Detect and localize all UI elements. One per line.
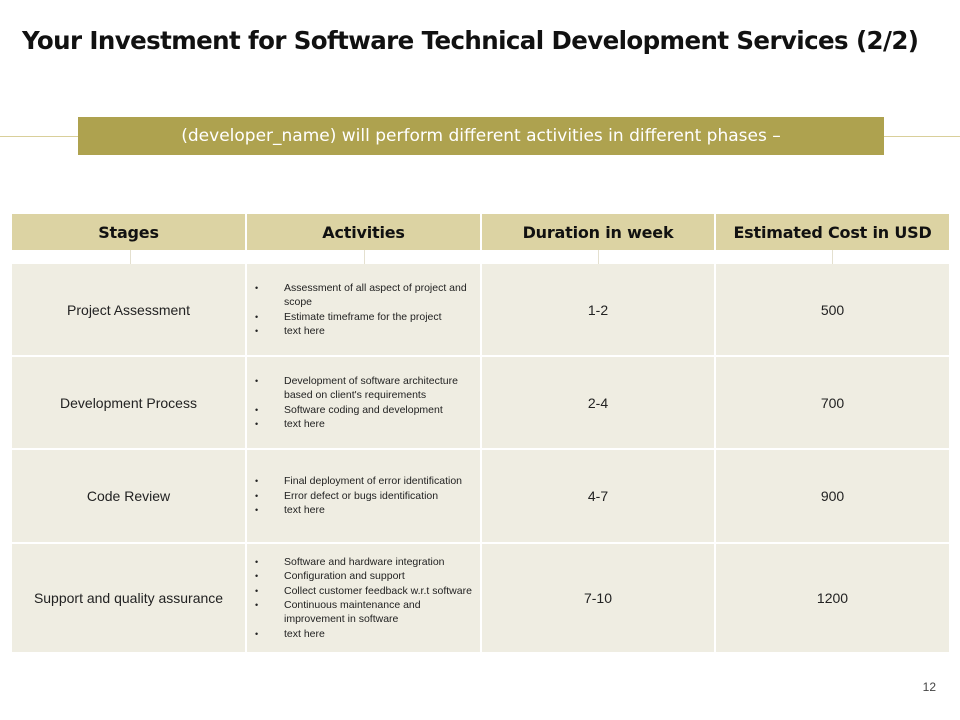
investment-table: Project Assessment Assessment of all asp… — [12, 264, 949, 652]
activities-cell: Final deployment of error identification… — [247, 450, 482, 542]
activity-item: Continuous maintenance and improvement i… — [255, 598, 475, 627]
header-duration: Duration in week — [482, 214, 716, 250]
table-row: Development Process Development of softw… — [12, 357, 949, 450]
activity-item: text here — [255, 627, 475, 642]
stage-cell: Project Assessment — [12, 264, 247, 355]
table-row: Code Review Final deployment of error id… — [12, 450, 949, 544]
activity-item: text here — [255, 417, 475, 432]
activity-item: Error defect or bugs identification — [255, 489, 475, 504]
page-number: 12 — [922, 680, 936, 694]
tick-mark — [832, 250, 833, 264]
table-row: Support and quality assurance Software a… — [12, 544, 949, 652]
activities-list: Development of software architecture bas… — [255, 374, 475, 432]
activity-item: Configuration and support — [255, 569, 475, 584]
tick-mark — [364, 250, 365, 264]
table-header: Stages Activities Duration in week Estim… — [12, 214, 949, 250]
activity-item: Development of software architecture bas… — [255, 374, 475, 403]
stage-cell: Development Process — [12, 357, 247, 448]
cost-cell: 500 — [820, 301, 845, 318]
cost-cell: 700 — [820, 394, 845, 411]
slide-title: Your Investment for Software Technical D… — [22, 26, 919, 55]
table-row: Project Assessment Assessment of all asp… — [12, 264, 949, 357]
header-activities: Activities — [247, 214, 482, 250]
duration-cell: 1-2 — [482, 264, 716, 355]
activities-cell: Development of software architecture bas… — [247, 357, 482, 448]
activity-item: text here — [255, 503, 475, 518]
tick-mark — [598, 250, 599, 264]
tick-mark — [130, 250, 131, 264]
stage-cell: Code Review — [12, 450, 247, 542]
activities-list: Assessment of all aspect of project and … — [255, 281, 475, 339]
activity-item: Estimate timeframe for the project — [255, 310, 475, 325]
activity-item: Software coding and development — [255, 403, 475, 418]
activities-cell: Assessment of all aspect of project and … — [247, 264, 482, 355]
stage-cell: Support and quality assurance — [12, 544, 247, 652]
cost-cell: 900 — [820, 488, 845, 504]
duration-cell: 2-4 — [482, 357, 716, 448]
duration-cell: 4-7 — [482, 450, 716, 542]
activity-item: text here — [255, 324, 475, 339]
activities-cell: Software and hardware integration Config… — [247, 544, 482, 652]
activity-item: Final deployment of error identification — [255, 474, 475, 489]
activity-item: Software and hardware integration — [255, 555, 475, 570]
activity-item: Collect customer feedback w.r.t software — [255, 584, 475, 599]
header-stages: Stages — [12, 214, 247, 250]
activity-item: Assessment of all aspect of project and … — [255, 281, 475, 310]
header-cost: Estimated Cost in USD — [716, 214, 949, 250]
cost-cell: 1200 — [816, 590, 849, 606]
header-tick-row — [12, 250, 949, 264]
activities-list: Final deployment of error identification… — [255, 474, 475, 518]
duration-cell: 7-10 — [482, 544, 716, 652]
activities-list: Software and hardware integration Config… — [255, 555, 475, 642]
phase-banner: (developer_name) will perform different … — [78, 117, 884, 155]
